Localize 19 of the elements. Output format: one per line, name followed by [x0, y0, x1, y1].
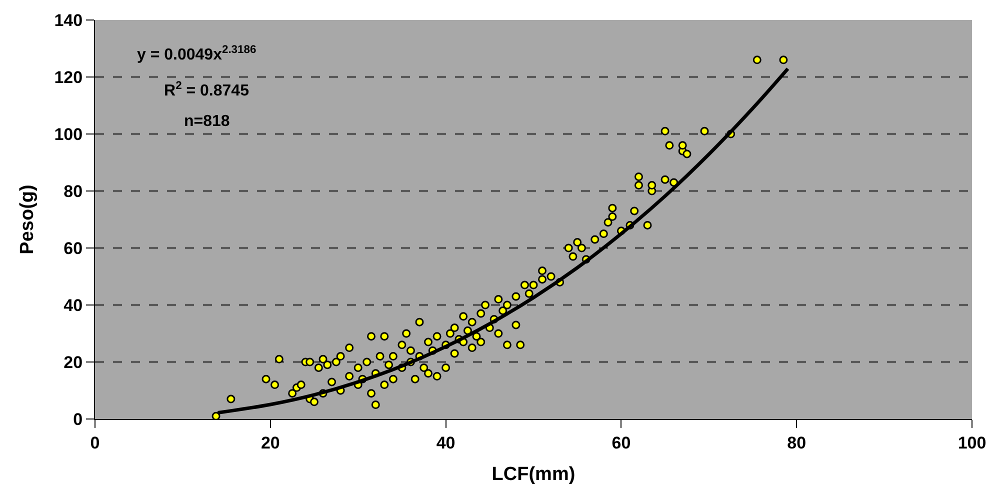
y-axis-title: Peso(g): [17, 184, 38, 254]
x-tick-label: 0: [90, 433, 100, 452]
x-tick-label: 80: [787, 433, 806, 452]
y-tick-label: 40: [64, 296, 83, 315]
x-axis-title: LCF(mm): [492, 464, 576, 486]
y-tick-label: 100: [54, 124, 83, 144]
y-tick-label: 0: [73, 410, 83, 429]
y-tick-label: 60: [64, 238, 83, 258]
y-tick-label: 80: [64, 182, 83, 201]
y-tick-label: 20: [64, 352, 83, 372]
y-tick-label: 120: [54, 68, 83, 87]
x-tick-label: 40: [436, 433, 456, 452]
x-tick-label: 100: [958, 433, 986, 452]
annotation: y = 0.0049x$^{2.3186}$: [137, 44, 256, 64]
annotation: R$^{2}$ = 0.8745: [164, 80, 250, 100]
y-tick-label: 140: [54, 10, 83, 30]
annotation: n=818: [184, 113, 230, 130]
x-tick-label: 60: [612, 433, 631, 452]
x-tick-label: 20: [260, 433, 280, 452]
